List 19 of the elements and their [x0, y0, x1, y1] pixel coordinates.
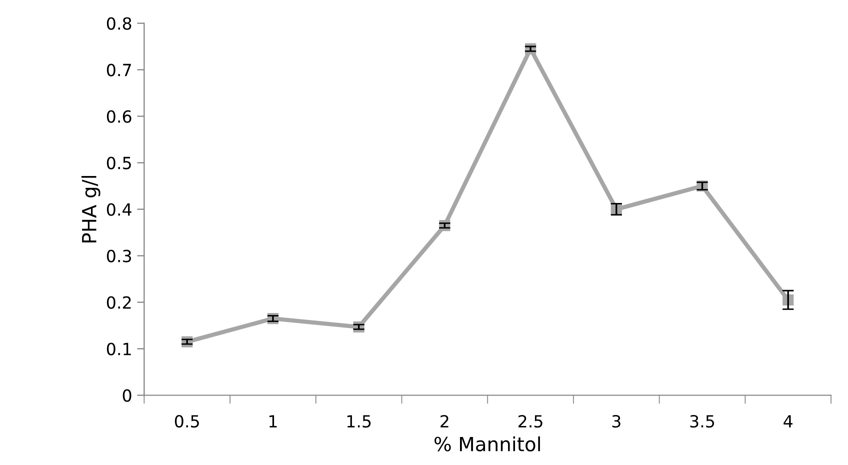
y-tick-label: 0.8 — [106, 17, 132, 30]
x-tick-label: 1 — [269, 415, 277, 428]
x-tick-label: 4 — [784, 415, 792, 428]
x-tick-label: 2 — [440, 414, 448, 428]
x-tick-label: 1.5 — [347, 415, 371, 428]
y-tick-label: 0 — [122, 389, 132, 402]
y-axis-title: PHA g/l — [81, 176, 100, 242]
x-tick-label: 0.5 — [174, 414, 199, 428]
y-tick-label: 0.6 — [106, 110, 132, 123]
y-tick-label: 0.1 — [106, 342, 131, 356]
y-tick-label: 0.5 — [106, 156, 131, 170]
x-axis-title: % Mannitol — [434, 436, 540, 452]
y-tick-label: 0.2 — [106, 296, 131, 309]
y-tick-label: 0.3 — [106, 250, 132, 262]
x-tick-label: 3 — [612, 414, 620, 428]
x-tick-label: 2.5 — [518, 414, 542, 428]
y-tick-label: 0.4 — [106, 203, 132, 216]
y-tick-label: 0.7 — [106, 64, 131, 76]
x-tick-label: 3.5 — [690, 414, 714, 428]
